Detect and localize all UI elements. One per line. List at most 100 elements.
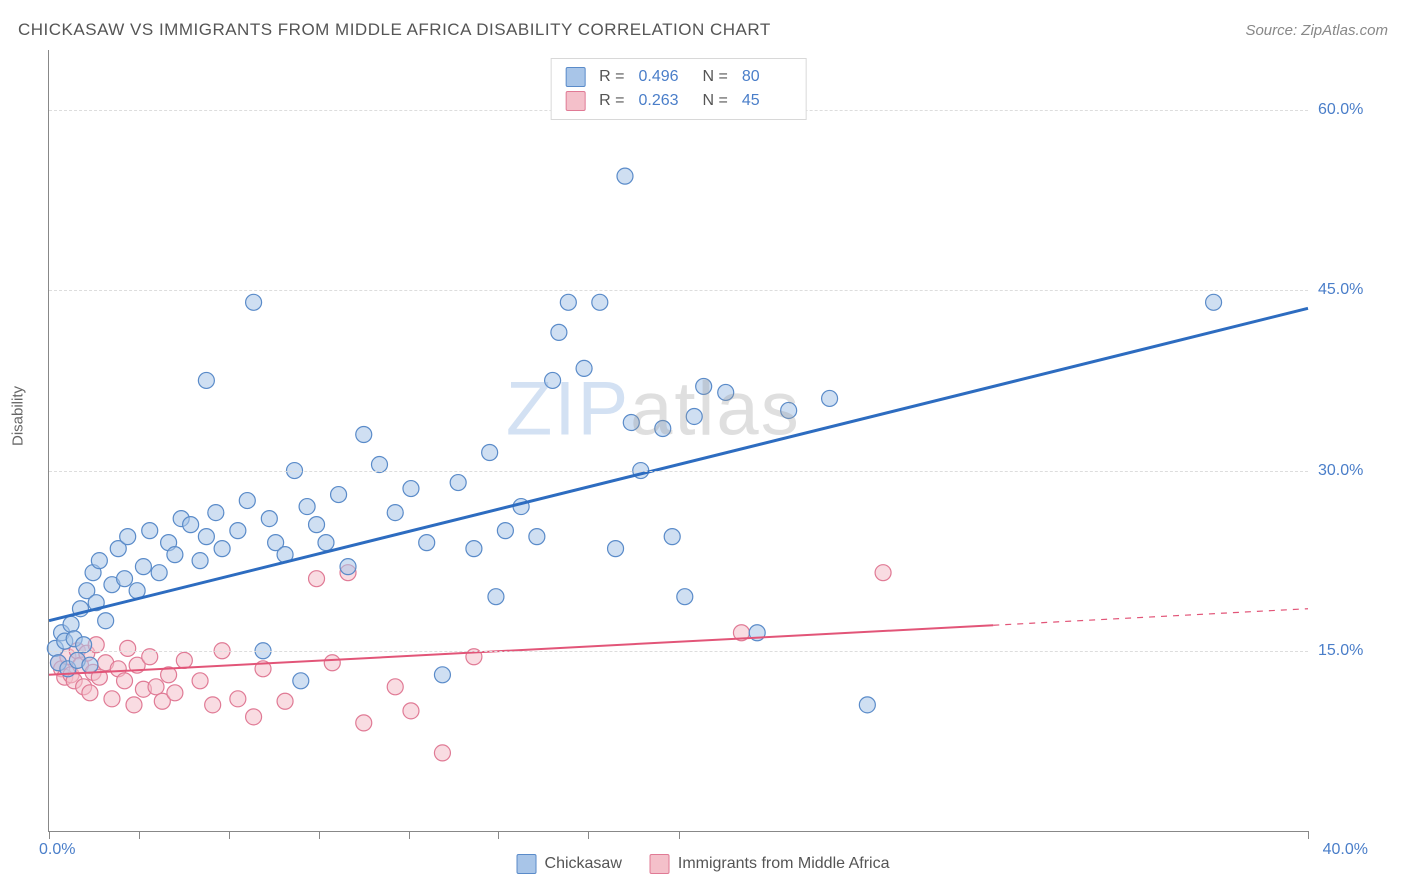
data-point	[91, 553, 107, 569]
data-point	[324, 655, 340, 671]
y-tick-label: 15.0%	[1318, 642, 1378, 660]
data-point	[261, 511, 277, 527]
data-point	[677, 589, 693, 605]
data-point	[560, 294, 576, 310]
data-point	[230, 523, 246, 539]
data-point	[356, 426, 372, 442]
data-point	[592, 294, 608, 310]
r-value-1: 0.496	[639, 68, 689, 86]
x-tick	[679, 831, 680, 839]
y-tick-label: 45.0%	[1318, 281, 1378, 299]
data-point	[356, 715, 372, 731]
data-point	[167, 547, 183, 563]
data-point	[120, 529, 136, 545]
data-point	[875, 565, 891, 581]
data-point	[82, 685, 98, 701]
data-point	[192, 553, 208, 569]
data-point	[63, 616, 79, 632]
data-point	[293, 673, 309, 689]
trend-line-extrapolated	[993, 609, 1308, 626]
data-point	[419, 535, 435, 551]
data-point	[183, 517, 199, 533]
legend-series: Chickasaw Immigrants from Middle Africa	[517, 854, 890, 874]
data-point	[551, 324, 567, 340]
data-point	[466, 541, 482, 557]
swatch-series-1	[565, 67, 585, 87]
data-point	[387, 505, 403, 521]
data-point	[230, 691, 246, 707]
data-point	[545, 372, 561, 388]
data-point	[135, 559, 151, 575]
trend-line	[49, 308, 1308, 620]
n-label-2: N =	[703, 92, 728, 110]
data-point	[488, 589, 504, 605]
data-point	[214, 541, 230, 557]
data-point	[198, 529, 214, 545]
legend-item-2: Immigrants from Middle Africa	[650, 854, 890, 874]
y-axis-title: Disability	[10, 386, 27, 446]
data-point	[529, 529, 545, 545]
data-point	[277, 693, 293, 709]
data-point	[117, 571, 133, 587]
data-point	[1206, 294, 1222, 310]
data-point	[198, 372, 214, 388]
data-point	[120, 640, 136, 656]
gridline	[49, 290, 1308, 291]
data-point	[299, 499, 315, 515]
data-point	[623, 414, 639, 430]
data-point	[117, 673, 133, 689]
legend-label-2: Immigrants from Middle Africa	[678, 855, 890, 873]
swatch-bottom-2	[650, 854, 670, 874]
x-tick	[229, 831, 230, 839]
data-point	[781, 402, 797, 418]
x-tick	[498, 831, 499, 839]
x-tick	[588, 831, 589, 839]
data-point	[176, 652, 192, 668]
data-point	[576, 360, 592, 376]
data-point	[387, 679, 403, 695]
swatch-series-2	[565, 91, 585, 111]
data-point	[696, 378, 712, 394]
data-point	[718, 384, 734, 400]
data-point	[205, 697, 221, 713]
legend-item-1: Chickasaw	[517, 854, 622, 874]
r-label-1: R =	[599, 68, 624, 86]
data-point	[309, 517, 325, 533]
r-label-2: R =	[599, 92, 624, 110]
y-tick-label: 30.0%	[1318, 462, 1378, 480]
legend-stats-row-2: R = 0.263 N = 45	[565, 89, 792, 113]
data-point	[239, 493, 255, 509]
data-point	[497, 523, 513, 539]
data-point	[482, 445, 498, 461]
data-point	[167, 685, 183, 701]
data-point	[664, 529, 680, 545]
x-tick	[49, 831, 50, 839]
data-point	[82, 657, 98, 673]
swatch-bottom-1	[517, 854, 537, 874]
data-point	[331, 487, 347, 503]
legend-stats: R = 0.496 N = 80 R = 0.263 N = 45	[550, 58, 807, 120]
data-point	[148, 679, 164, 695]
gridline	[49, 471, 1308, 472]
x-tick	[319, 831, 320, 839]
data-point	[142, 523, 158, 539]
data-point	[126, 697, 142, 713]
x-tick	[1308, 831, 1309, 839]
data-point	[434, 745, 450, 761]
r-value-2: 0.263	[639, 92, 689, 110]
data-point	[309, 571, 325, 587]
data-point	[617, 168, 633, 184]
data-point	[608, 541, 624, 557]
data-point	[208, 505, 224, 521]
data-point	[859, 697, 875, 713]
y-tick-label: 60.0%	[1318, 101, 1378, 119]
data-point	[434, 667, 450, 683]
data-point	[403, 703, 419, 719]
plot-area: ZIPatlas R = 0.496 N = 80 R = 0.263 N = …	[48, 50, 1308, 832]
legend-stats-row-1: R = 0.496 N = 80	[565, 65, 792, 89]
scatter-svg	[49, 50, 1308, 831]
source-attribution: Source: ZipAtlas.com	[1245, 22, 1388, 39]
data-point	[246, 294, 262, 310]
x-tick-label-min: 0.0%	[39, 841, 75, 859]
data-point	[151, 565, 167, 581]
